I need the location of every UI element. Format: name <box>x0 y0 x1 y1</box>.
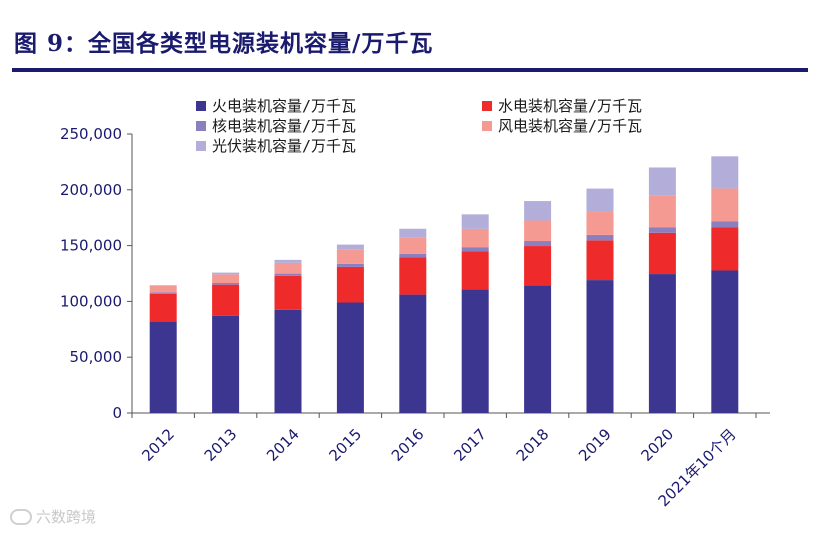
legend-swatch <box>196 101 206 111</box>
x-tick-label: 2015 <box>325 425 365 465</box>
bar-segment <box>461 247 489 252</box>
title-rule <box>12 68 808 72</box>
bar-segment <box>648 232 676 275</box>
bar-segment <box>336 249 364 264</box>
bar-segment <box>586 240 614 281</box>
bar-segment <box>336 302 364 413</box>
bar-segment <box>399 253 427 258</box>
watermark-logo-icon <box>10 509 32 525</box>
bar-segment <box>212 274 240 283</box>
x-tick-label: 2017 <box>450 425 490 465</box>
y-tick-label: 250,000 <box>60 125 122 143</box>
x-tick-label: 2016 <box>388 425 428 465</box>
y-tick-label: 150,000 <box>60 237 122 255</box>
bar-segment <box>274 309 302 413</box>
bar-segment <box>461 214 489 229</box>
bar-segment <box>336 244 364 250</box>
bar-segment <box>648 274 676 413</box>
x-tick-label: 2014 <box>263 425 303 465</box>
x-tick-label: 2020 <box>637 425 677 465</box>
bar-segment <box>586 234 614 241</box>
bar-segment <box>648 195 676 228</box>
bar-segment <box>461 251 489 290</box>
watermark: 六数跨境 <box>10 506 96 527</box>
legend-label: 风电装机容量/万千瓦 <box>498 117 642 135</box>
bar-segment <box>212 284 240 316</box>
bar-segment <box>212 282 240 285</box>
bar-segment <box>524 220 552 242</box>
legend-swatch <box>196 121 206 131</box>
bar-segment <box>149 321 177 413</box>
legend-label: 核电装机容量/万千瓦 <box>212 117 356 135</box>
bar-segment <box>711 227 739 271</box>
x-tick-label: 2012 <box>138 425 178 465</box>
bar-segment <box>711 188 739 222</box>
legend-label: 水电装机容量/万千瓦 <box>498 97 642 115</box>
bar-segment <box>586 211 614 235</box>
bar-segment <box>399 237 427 254</box>
figure-title: 图 9：全国各类型电源装机容量/万千瓦 <box>14 30 434 57</box>
bar-segment <box>399 257 427 295</box>
y-tick-label: 50,000 <box>70 348 123 366</box>
bar-segment <box>274 275 302 310</box>
y-tick-label: 0 <box>112 404 122 422</box>
bars <box>149 156 739 413</box>
bar-segment <box>274 262 302 274</box>
bar-segment <box>648 167 676 196</box>
bar-segment <box>336 266 364 303</box>
bar-segment <box>586 188 614 212</box>
bar-segment <box>524 246 552 286</box>
bar-segment <box>648 227 676 233</box>
y-tick-label: 100,000 <box>60 292 122 310</box>
x-tick-label: 2013 <box>201 425 241 465</box>
bar-segment <box>711 221 739 228</box>
bar-segment <box>336 263 364 267</box>
legend-label: 火电装机容量/万千瓦 <box>212 97 356 115</box>
legend-swatch <box>196 141 206 151</box>
bar-segment <box>524 285 552 413</box>
bar-segment <box>399 294 427 413</box>
legend-swatch <box>482 121 492 131</box>
x-tick-label: 2018 <box>513 425 553 465</box>
bar-segment <box>399 228 427 238</box>
bar-segment <box>461 228 489 248</box>
watermark-text: 六数跨境 <box>36 508 97 526</box>
bar-segment <box>274 259 302 263</box>
bar-segment <box>149 285 177 293</box>
y-tick-label: 200,000 <box>60 181 122 199</box>
legend-swatch <box>482 101 492 111</box>
bar-segment <box>524 201 552 221</box>
bar-segment <box>711 156 739 189</box>
bar-segment <box>274 273 302 276</box>
bar-segment <box>212 272 240 275</box>
legend-label: 光伏装机容量/万千瓦 <box>212 137 356 155</box>
x-tick-label: 2019 <box>575 425 615 465</box>
bar-segment <box>149 292 177 294</box>
bar-segment <box>711 270 739 413</box>
bar-segment <box>461 289 489 413</box>
bar-segment <box>524 241 552 247</box>
bar-segment <box>212 315 240 413</box>
bar-segment <box>586 280 614 413</box>
bar-segment <box>149 293 177 322</box>
